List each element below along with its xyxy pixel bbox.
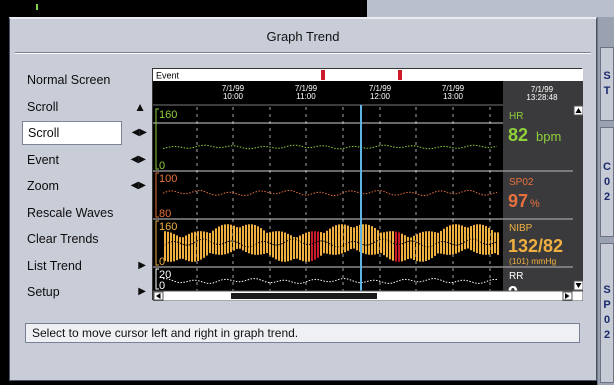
title-divider [15, 52, 591, 54]
event-bar[interactable] [153, 69, 583, 81]
parameter-panel [503, 105, 583, 291]
chevron-right-icon: ▶ [138, 286, 146, 297]
param-value-spo2: 97 [508, 191, 528, 211]
vertical-scrollbar[interactable] [573, 105, 583, 291]
param-unit-spo2: % [530, 198, 540, 210]
left-right-arrow-icon: ◀▶ [130, 153, 146, 165]
menu-label: Setup [27, 285, 60, 299]
left-right-arrow-icon: ◀▶ [131, 127, 147, 138]
event-label: Event [156, 71, 180, 81]
side-letter: C [603, 160, 611, 173]
trend-graph-canvas: Event 7/1/99 10:00 7/1/99 11:00 7/1/99 1… [153, 69, 583, 301]
spo2-trend-line [162, 189, 498, 197]
arrow-left-icon [156, 293, 161, 299]
time-tick-time: 13:00 [443, 92, 464, 101]
scale-max-label: 160 [159, 109, 177, 121]
param-name-hr: HR [509, 111, 523, 122]
menu-item-rescale-waves[interactable]: Rescale Waves [22, 200, 154, 227]
menu-item-setup[interactable]: Setup ▶ [22, 279, 154, 306]
menu-item-normal-screen[interactable]: Normal Screen [22, 67, 154, 94]
cursor-date: 7/1/99 [531, 85, 554, 94]
nibp-mean-line [162, 238, 498, 248]
hr-trend-line [162, 144, 498, 150]
time-tick-date: 7/1/99 [442, 84, 465, 93]
time-tick-date: 7/1/99 [369, 84, 392, 93]
menu-label: Scroll [27, 99, 59, 114]
param-name-nibp: NIBP [509, 223, 533, 234]
event-marker[interactable] [321, 70, 325, 80]
side-letter: 2 [603, 190, 611, 203]
menu-label: Event [27, 152, 59, 167]
menu-item-event[interactable]: Event ◀▶ [22, 147, 154, 174]
scale-bracket [155, 172, 159, 218]
side-letter: S [603, 284, 611, 296]
menu-item-scroll-vertical[interactable]: Scroll ▲ [22, 94, 154, 121]
scale-max-label: 100 [159, 173, 177, 185]
param-value-nibp: 132/82 [508, 236, 563, 256]
chevron-right-icon: ▶ [138, 259, 146, 271]
time-tick-time: 11:00 [296, 92, 316, 101]
side-letter: 0 [603, 314, 611, 326]
side-letter: 2 [603, 329, 611, 341]
arrow-up-icon [575, 108, 582, 113]
side-letter: T [603, 85, 611, 97]
scroll-thumb[interactable] [231, 293, 377, 299]
up-down-arrow-icon: ▲ [134, 99, 146, 114]
top-gray-area [367, 0, 614, 17]
scale-max-label: 160 [159, 221, 177, 233]
menu-label: Normal Screen [27, 73, 111, 87]
menu-item-list-trend[interactable]: List Trend ▶ [22, 253, 154, 280]
param-unit-hr: bpm [536, 129, 561, 144]
arrow-down-icon [575, 283, 582, 288]
param-value-hr: 82 [508, 125, 528, 145]
scale-bracket [155, 108, 159, 170]
param-name-spo2: SP02 [509, 177, 534, 188]
top-strip [0, 0, 614, 17]
side-letter: 0 [603, 175, 611, 188]
menu-item-zoom[interactable]: Zoom ◀▶ [22, 173, 154, 200]
trend-menu: Normal Screen Scroll ▲ Scroll ◀▶ Event ◀▶ Z… [22, 67, 154, 306]
menu-label: Zoom [27, 179, 59, 193]
scale-bracket [155, 268, 159, 290]
scale-min-label: 0 [159, 160, 165, 172]
top-indicator [36, 4, 38, 10]
side-button-spo2[interactable]: S P 0 2 [600, 243, 614, 383]
cursor-time: 13:28:48 [526, 93, 558, 102]
menu-label: Scroll [28, 126, 60, 140]
menu-label: List Trend [27, 258, 82, 273]
menu-item-clear-trends[interactable]: Clear Trends [22, 226, 154, 253]
trend-graph[interactable]: Event 7/1/99 10:00 7/1/99 11:00 7/1/99 1… [152, 68, 583, 301]
time-tick-time: 10:00 [223, 92, 244, 101]
scale-min-label: 0 [159, 280, 165, 292]
menu-label: Clear Trends [27, 232, 99, 246]
scale-min-label: 0 [159, 256, 165, 268]
param-name-rr: RR [509, 271, 523, 282]
menu-label: Rescale Waves [27, 205, 114, 220]
param-unit-nibp: (101) mmHg [509, 256, 557, 266]
time-tick-date: 7/1/99 [222, 84, 245, 93]
scale-min-label: 80 [159, 208, 171, 220]
menu-item-scroll-horizontal[interactable]: Scroll ◀▶ [22, 121, 147, 145]
time-axis [153, 81, 503, 105]
cursor-time-panel [503, 81, 583, 105]
scale-max-label: 20 [159, 269, 171, 281]
right-side-bar: S T C 0 2 S P 0 2 [597, 17, 614, 385]
event-marker[interactable] [398, 70, 402, 80]
side-button-st[interactable]: S T [600, 47, 614, 121]
side-letter: S [603, 70, 611, 82]
side-button-co2[interactable]: C 0 2 [600, 127, 614, 237]
time-tick-date: 7/1/99 [295, 84, 318, 93]
dialog-title: Graph Trend [266, 29, 340, 44]
time-tick-time: 12:00 [370, 92, 391, 101]
side-letter: P [603, 299, 611, 311]
scale-bracket [155, 220, 159, 266]
rr-trend-line [163, 278, 498, 284]
status-bar: Select to move cursor left and right in … [25, 323, 580, 343]
graph-trend-dialog: Graph Trend Normal Screen Scroll ▲ Scroll… [9, 17, 597, 381]
left-right-arrow-icon: ◀▶ [130, 180, 146, 191]
arrow-right-icon [565, 293, 570, 299]
